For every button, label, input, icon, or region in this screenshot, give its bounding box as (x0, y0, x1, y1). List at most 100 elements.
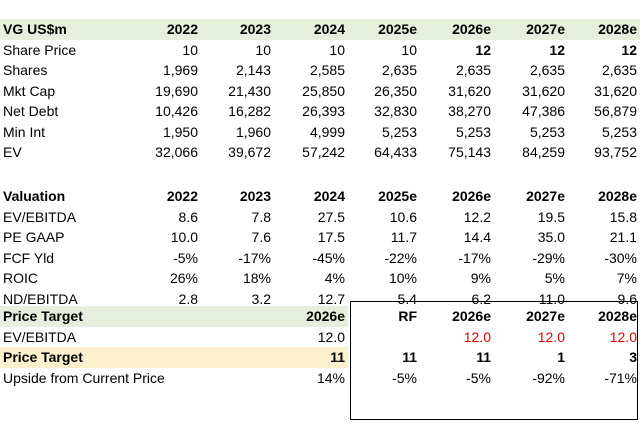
rf-label: RF (398, 308, 417, 324)
cell-value: 26% (169, 270, 198, 286)
cell-value: 21,430 (228, 82, 271, 99)
cell-value: 4,999 (309, 123, 345, 140)
cell-value: 17.5 (317, 229, 345, 245)
cell-value: 7% (616, 270, 637, 286)
upside-row: Upside from Current Price 14% -5% -5% -9… (0, 368, 640, 389)
table-row: Mkt Cap 19,690 21,430 25,850 26,350 31,620 31,… (0, 81, 640, 102)
cell-value: 19,690 (155, 82, 198, 99)
cell-value: 47,386 (522, 103, 565, 119)
cell-value: 15.8 (609, 208, 637, 225)
header-cell: 2023 (201, 19, 274, 40)
cell-value: 12 (475, 41, 491, 58)
row-label: Min Int (3, 123, 46, 140)
rf-year-2: 2027e (526, 308, 565, 324)
header-cell: 2027e (494, 19, 568, 40)
cell-value: 56,879 (594, 103, 637, 119)
cell-value: 18% (242, 270, 271, 286)
cell-value: 7.6 (251, 229, 271, 245)
cell-value: 12.2 (463, 208, 491, 225)
row-label: FCF Yld (3, 249, 55, 266)
cell-value: 12.0 (317, 328, 345, 345)
cell-value: 11 (201, 347, 348, 368)
header-cell: 2022 (112, 19, 201, 40)
cell-value: 2,635 (455, 62, 491, 78)
cell-value: 2,143 (235, 62, 271, 78)
valuation-table: Valuation 2022 2023 2024 2025e 2026e 202… (0, 186, 640, 309)
header-cell: 2025e (378, 188, 417, 204)
cell-value: 11 (402, 349, 417, 365)
cell-value: 11 (476, 349, 491, 365)
row-label: EV/EBITDA (3, 208, 77, 225)
row-label: Share Price (3, 41, 77, 58)
table-row: ROIC 26% 18% 4% 10% 9% 5% 7% (0, 268, 640, 289)
cell-value: 31,620 (522, 82, 565, 99)
cell-value: 1,969 (162, 62, 198, 78)
cell-value: 7.8 (251, 208, 271, 225)
cell-value: 84,259 (522, 144, 565, 160)
header-cell: Valuation (3, 188, 66, 204)
market-data-table: VG US$m 2022 2023 2024 2025e 2026e 2027e… (0, 19, 640, 163)
rf-year-1: 2026e (452, 308, 491, 324)
price-target-header-row: Price Target 2026e RF 2026e 2027e 2028e (0, 306, 640, 327)
header-cell: 2026e (452, 188, 491, 204)
cell-value: 14.4 (463, 229, 491, 245)
cell-value: -30% (604, 249, 637, 266)
cell-value: 2,635 (601, 62, 637, 78)
cell-value: 10.0 (170, 229, 198, 245)
market-data-header-row: VG US$m 2022 2023 2024 2025e 2026e 2027e… (0, 19, 640, 40)
header-cell: 2023 (239, 188, 271, 204)
cell-value: 2,635 (381, 62, 417, 78)
header-cell: 2024 (274, 19, 348, 40)
cell-value: 5,253 (529, 123, 565, 140)
cell-value: 31,620 (448, 82, 491, 99)
cell-value: -5% (466, 369, 491, 386)
cell-value: 10 (255, 41, 271, 58)
cell-value: 32,066 (155, 144, 198, 160)
cell-value: -29% (532, 249, 565, 266)
cell-value: 64,433 (374, 144, 417, 160)
table-row: PE GAAP 10.0 7.6 17.5 11.7 14.4 35.0 21.1 (0, 227, 640, 248)
cell-value: 12.0 (609, 328, 637, 345)
cell-value: 57,242 (302, 144, 345, 160)
cell-value: 14% (316, 369, 345, 386)
cell-value: 1,950 (162, 123, 198, 140)
cell-value: 5,253 (381, 123, 417, 140)
cell-value: 12.0 (537, 328, 565, 345)
cell-value: 10 (329, 41, 345, 58)
table-row: ND/EBITDA 2.8 3.2 12.7 5.4 6.2 11.0 9.6 (0, 289, 640, 310)
cell-value: 10.6 (389, 208, 417, 225)
cell-value: 10 (182, 41, 198, 58)
cell-value: 3 (629, 349, 637, 365)
row-label: EV/EBITDA (3, 328, 77, 345)
cell-value: 12 (621, 41, 637, 58)
cell-value: -17% (238, 249, 271, 266)
cell-value: 1,960 (235, 123, 271, 140)
cell-value: 8.6 (178, 208, 198, 225)
cell-value: 93,752 (594, 144, 637, 160)
row-label: Upside from Current Price (3, 369, 165, 386)
table-row: Share Price 10 10 10 10 12 12 12 (0, 40, 640, 61)
cell-value: 19.5 (537, 208, 565, 225)
row-label: ND/EBITDA (3, 290, 78, 307)
table-row: Min Int 1,950 1,960 4,999 5,253 5,253 5,253 5,2… (0, 122, 640, 143)
cell-value: 26,393 (302, 103, 345, 119)
cell-value: 5% (544, 270, 565, 286)
cell-value: 9% (470, 270, 491, 286)
cell-value: 31,620 (594, 82, 637, 99)
cell-value: 32,830 (374, 103, 417, 119)
cell-value: 9.6 (617, 290, 637, 307)
price-target-table: Price Target 2026e RF 2026e 2027e 2028e … (0, 306, 640, 388)
header-cell: VG US$m (0, 19, 112, 40)
table-row: Net Debt 10,426 16,282 26,393 32,830 38,270 47… (0, 101, 640, 122)
cell-value: 35.0 (537, 229, 565, 245)
cell-value: 27.5 (317, 208, 345, 225)
cell-value: 4% (324, 270, 345, 286)
price-target-year: 2026e (201, 306, 348, 327)
ev-ebitda-row: EV/EBITDA 12.0 12.0 12.0 12.0 (0, 327, 640, 348)
cell-value: 10,426 (155, 103, 198, 119)
cell-value: 25,850 (302, 82, 345, 99)
cell-value: -5% (173, 249, 198, 266)
row-label: ROIC (3, 270, 38, 286)
price-target-row: Price Target 11 11 11 1 3 (0, 347, 640, 368)
cell-value: 11.7 (390, 229, 417, 245)
